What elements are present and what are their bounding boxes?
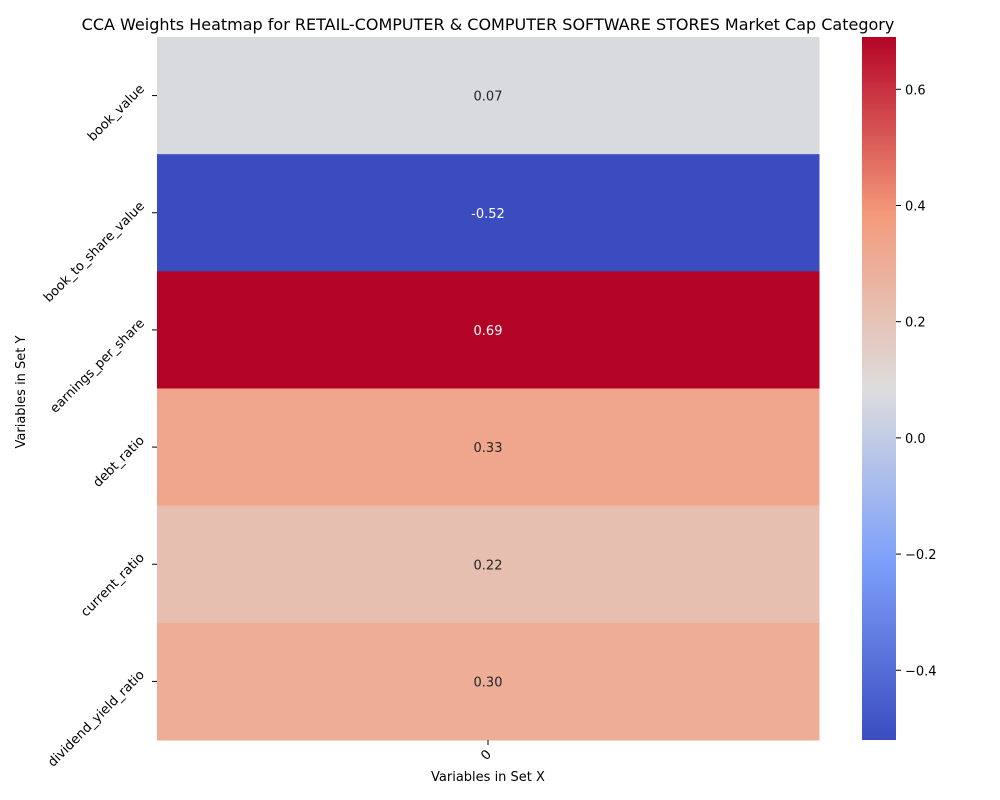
x-axis-label: Variables in Set X <box>431 770 545 785</box>
heatmap-cells: 0.07 -0.52 0.69 0.33 0.22 0.30 <box>157 37 820 741</box>
colorbar-tick-label: 0.0 <box>905 432 926 447</box>
cell-value-label: 0.07 <box>474 90 503 105</box>
cell-value-label: 0.30 <box>474 675 503 690</box>
y-tick-label: dividend_yield_ratio <box>45 668 148 771</box>
x-tick-label: 0 <box>478 747 494 763</box>
cell-value-label: 0.33 <box>474 441 503 456</box>
chart-title: CCA Weights Heatmap for RETAIL-COMPUTER … <box>82 15 895 34</box>
y-axis-ticks: book_value book_to_share_valueearnings_pe… <box>41 82 157 770</box>
y-tick-label: earnings_per_share <box>48 316 148 416</box>
colorbar-tick-label: 0.2 <box>905 316 926 331</box>
colorbar-tick-label: −0.4 <box>905 664 937 679</box>
y-tick-label: book_value <box>85 82 148 145</box>
heatmap-cell <box>157 388 820 507</box>
colorbar-tick-label: 0.4 <box>905 199 926 214</box>
cell-value-label: 0.22 <box>474 558 503 573</box>
cell-value-label: -0.52 <box>471 207 505 222</box>
y-tick-label: debt_ratio <box>90 433 147 490</box>
colorbar-tick-label: −0.2 <box>905 548 937 563</box>
heatmap-cell <box>157 505 820 624</box>
colorbar: −0.4 −0.2 0.0 0.2 0.4 0.6 <box>862 37 937 740</box>
cell-value-label: 0.69 <box>474 324 503 339</box>
y-axis-label: Variables in Set Y <box>14 335 29 448</box>
x-axis-ticks: 0 <box>478 740 495 764</box>
heatmap-cell <box>157 271 820 389</box>
y-tick-label: book_to_share_value <box>41 199 148 306</box>
colorbar-gradient <box>862 37 896 740</box>
heatmap-cell <box>157 37 820 155</box>
heatmap-cell <box>157 154 820 272</box>
y-tick-label: current_ratio <box>78 550 148 620</box>
colorbar-tick-label: 0.6 <box>905 83 926 98</box>
heatmap-cell <box>157 622 820 741</box>
